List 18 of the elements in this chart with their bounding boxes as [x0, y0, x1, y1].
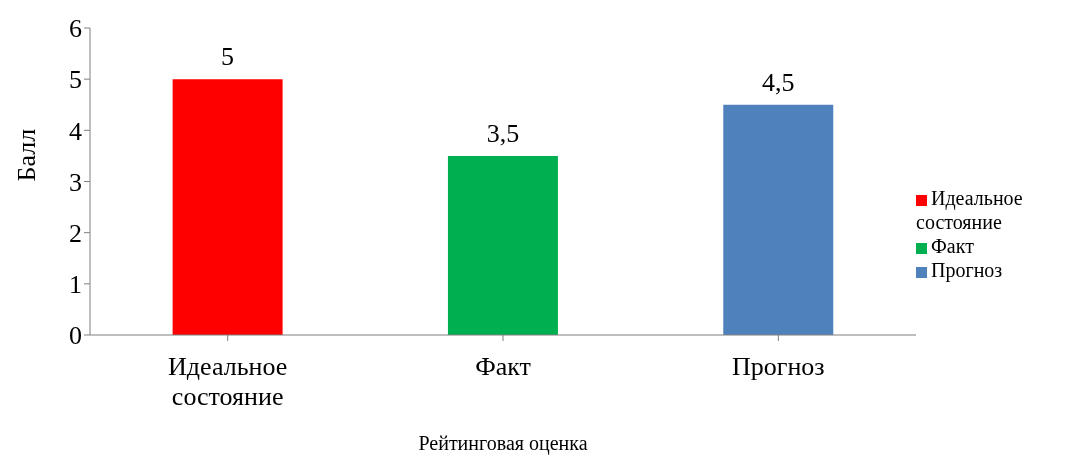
data-label: 5 [221, 42, 235, 72]
x-tick-label: Факт [475, 352, 531, 381]
legend-label: Прогноз [931, 259, 1003, 281]
y-tick-label: 0 [69, 321, 82, 351]
y-axis-title: Балл [12, 128, 42, 182]
y-tick-label: 3 [69, 167, 82, 197]
y-tick-label: 2 [69, 218, 82, 248]
y-tick-label: 1 [69, 270, 82, 300]
legend-label: Идеальное состояние [916, 187, 1023, 233]
y-tick-label: 6 [69, 14, 82, 44]
data-label: 4,5 [762, 67, 795, 97]
y-tick-label: 5 [69, 65, 82, 95]
x-tick-label: Идеальное состояние [168, 352, 288, 411]
x-axis-title: Рейтинговая оценка [418, 432, 588, 455]
y-tick-label: 4 [69, 116, 82, 146]
x-tick-label: Прогноз [732, 352, 825, 381]
legend-label: Факт [931, 235, 974, 257]
data-label: 3,5 [486, 118, 520, 148]
